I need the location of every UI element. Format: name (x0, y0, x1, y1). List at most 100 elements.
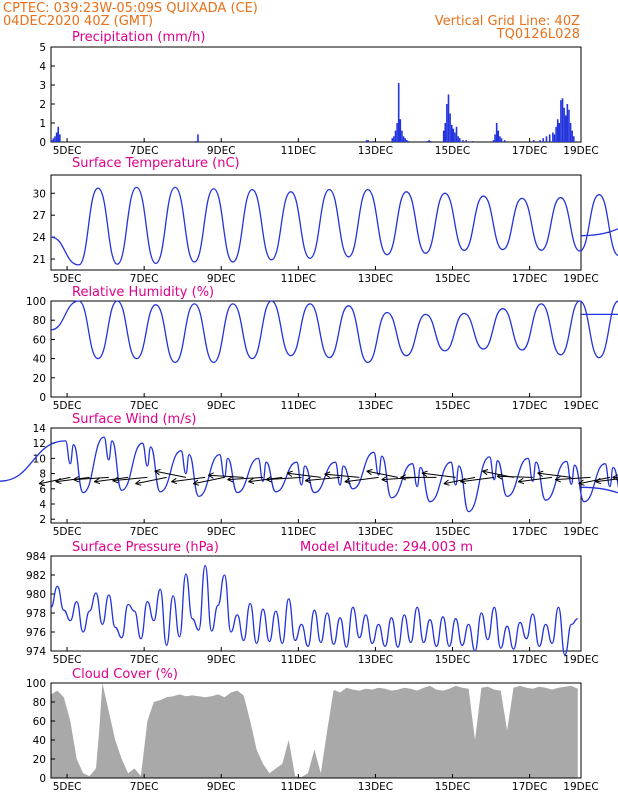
precip-bar (54, 136, 56, 142)
precip-bar (548, 134, 551, 142)
x-tick-label: 5DEC (53, 781, 82, 793)
precip-bar (372, 141, 374, 142)
wind-arrow-head (518, 477, 525, 485)
y-tick-label: 5 (39, 42, 46, 54)
wind-arrow-shaft (248, 476, 283, 483)
x-tick-label: 13DEC (358, 654, 393, 666)
x-tick-label: 17DEC (512, 273, 547, 285)
precip-bar (499, 136, 501, 142)
plot-frame (50, 427, 582, 524)
header-run-time: 04DEC2020 40Z (GMT) (3, 14, 153, 29)
wind-arrow-shaft (227, 476, 264, 481)
x-tick-label: 7DEC (130, 145, 159, 157)
x-tick-label: 5DEC (53, 273, 82, 285)
precip-bar (539, 140, 541, 142)
cloud-cover-panel: Cloud Cover (%) 5DEC 7DEC 9DEC 11DEC 13DEC 15… (26, 667, 599, 793)
wind-arrow-shaft (578, 476, 611, 485)
y-tick-label: 4 (39, 499, 46, 511)
precip-bar (51, 140, 53, 142)
wind-arrow-head (265, 476, 272, 483)
wind-arrow-head (421, 470, 428, 477)
x-tick-label: 11DEC (281, 654, 316, 666)
x-tick-label: 5DEC (53, 400, 82, 412)
precip-bar (492, 140, 495, 142)
x-tick-label: 19DEC (563, 654, 598, 666)
y-tick-label: 1 (39, 118, 46, 130)
x-tick-label: 17DEC (512, 781, 547, 793)
x-tick-label: 5DEC (53, 145, 82, 157)
wind-panel: Surface Wind (m/s) 5DEC 7DEC 9DEC 11DEC 13DE… (0, 412, 618, 538)
x-tick-label: 11DEC (281, 273, 316, 285)
wind-arrow-shaft (496, 475, 533, 478)
x-tick-label: 9DEC (207, 781, 236, 793)
precip-bar (558, 123, 561, 142)
precip-bar (442, 130, 445, 142)
wind-arrow-head (135, 479, 142, 486)
precip-bar (444, 123, 447, 142)
x-tick-label: 9DEC (207, 145, 236, 157)
precip-bar (449, 113, 451, 142)
humidity-panel: Relative Humidity (%) 5DEC 7DEC 9DEC 11DEC 1… (26, 285, 618, 412)
y-tick-label: 982 (26, 570, 46, 582)
precip-bar (428, 140, 431, 142)
wind-arrow-head (554, 476, 561, 483)
x-tick-label: 15DEC (435, 526, 470, 538)
header-model-id: TQ0126L028 (496, 27, 580, 42)
wind-arrow-head (578, 479, 585, 486)
wind-arrow-head (496, 473, 503, 480)
y-tick-label: 27 (33, 210, 46, 222)
x-tick-label: 13DEC (358, 145, 393, 157)
x-tick-label: 5DEC (53, 526, 82, 538)
y-tick-label: 978 (26, 608, 46, 620)
wind-title: Surface Wind (m/s) (72, 412, 196, 427)
wind-arrow-shaft (171, 476, 206, 483)
y-tick-label: 0 (39, 392, 46, 404)
wind-arrow-head (94, 477, 101, 485)
y-tick-label: 3 (39, 80, 46, 92)
wind-arrow-head (208, 472, 214, 479)
precip-bar (430, 141, 432, 142)
x-tick-label: 7DEC (130, 273, 159, 285)
wind-arrow-shaft (305, 476, 341, 482)
wind-arrow-head (305, 476, 312, 484)
y-tick-label: 24 (33, 232, 47, 244)
precip-bar (545, 136, 548, 142)
precip-bar (52, 138, 55, 142)
x-tick-label: 13DEC (358, 526, 393, 538)
wind-arrow-shaft (135, 476, 167, 485)
y-tick-label: 20 (33, 373, 46, 385)
x-tick-label: 19DEC (563, 400, 598, 412)
wind-speed-line (0, 436, 618, 513)
model-altitude: Model Altitude: 294.003 m (300, 540, 473, 555)
wind-arrow-head (248, 477, 255, 485)
precip-bar (454, 132, 456, 142)
precip-bar (394, 130, 397, 142)
wind-arrow-shaft (55, 476, 90, 483)
x-tick-label: 17DEC (512, 654, 547, 666)
wind-arrow-shaft (537, 472, 572, 478)
precip-bar (402, 136, 405, 142)
wind-arrow-shaft (595, 478, 618, 483)
precip-bar (391, 138, 394, 142)
temperature-title: Surface Temperature (nC) (72, 156, 240, 171)
precip-bar (494, 134, 496, 142)
x-tick-label: 7DEC (130, 654, 159, 666)
pressure-panel: Surface Pressure (hPa) Model Altitude: 2… (26, 540, 599, 666)
wind-arrow-shaft (324, 473, 360, 478)
precip-bar (497, 130, 500, 142)
x-tick-label: 11DEC (281, 400, 316, 412)
pressure-line (50, 564, 578, 656)
header-station: CPTEC: 039:23W-05:09S QUIXADA (CE) (3, 1, 258, 16)
wind-arrow-head (366, 469, 373, 476)
wind-arrow-shaft (443, 476, 476, 485)
wind-arrow-shaft (421, 472, 456, 478)
wind-arrow-head (154, 469, 161, 476)
wind-arrow-shaft (555, 476, 591, 481)
pressure-title: Surface Pressure (hPa) (72, 540, 219, 555)
x-tick-label: 19DEC (563, 273, 598, 285)
wind-arrow-head (595, 477, 602, 485)
y-tick-label: 60 (33, 334, 46, 346)
precipitation-title: Precipitation (mm/h) (72, 30, 205, 45)
x-tick-label: 7DEC (130, 781, 159, 793)
